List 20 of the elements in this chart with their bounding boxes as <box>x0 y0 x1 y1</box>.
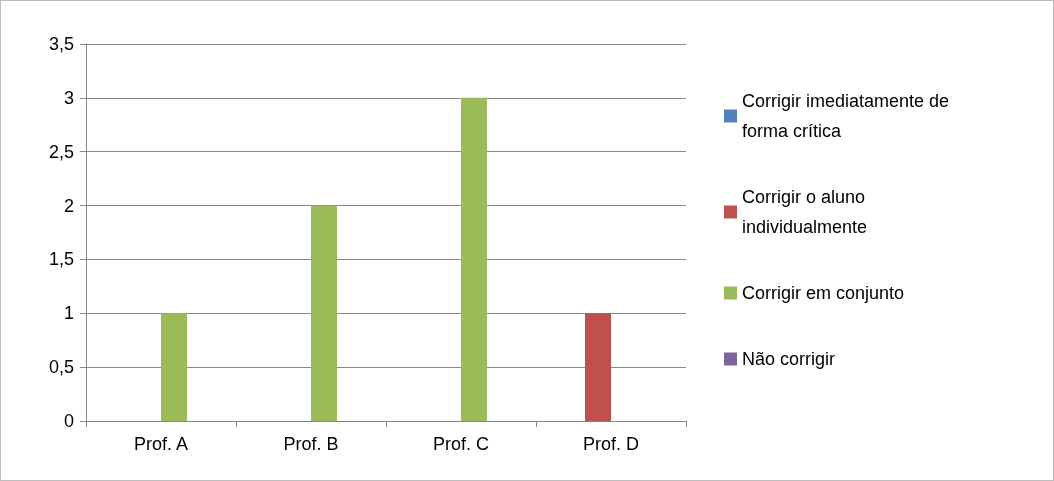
legend-label: Não corrigir <box>742 349 836 369</box>
y-tick-label: 2,5 <box>48 141 74 162</box>
bar <box>311 205 337 421</box>
y-tick-label: 1,5 <box>48 249 74 270</box>
y-tick-label: 3 <box>63 87 74 108</box>
y-tick-label: 1 <box>63 303 74 324</box>
legend-label: Corrigir imediatamente de forma crítica <box>742 91 955 141</box>
bar <box>585 313 611 421</box>
x-tick-label: Prof. B <box>283 434 339 454</box>
x-tick-label: Prof. A <box>133 434 189 454</box>
y-tick-label: 0 <box>63 411 74 431</box>
y-tick-label: 3,5 <box>48 34 74 54</box>
legend-label: Corrigir o aluno individualmente <box>742 187 871 237</box>
bar <box>161 313 187 421</box>
legend-label: Corrigir em conjunto <box>742 283 905 303</box>
bar <box>461 97 487 421</box>
x-tick-label: Prof. D <box>582 434 640 454</box>
y-tick-label: 2 <box>63 195 74 216</box>
x-tick-label: Prof. C <box>432 434 490 454</box>
y-tick-label: 0,5 <box>48 357 74 378</box>
